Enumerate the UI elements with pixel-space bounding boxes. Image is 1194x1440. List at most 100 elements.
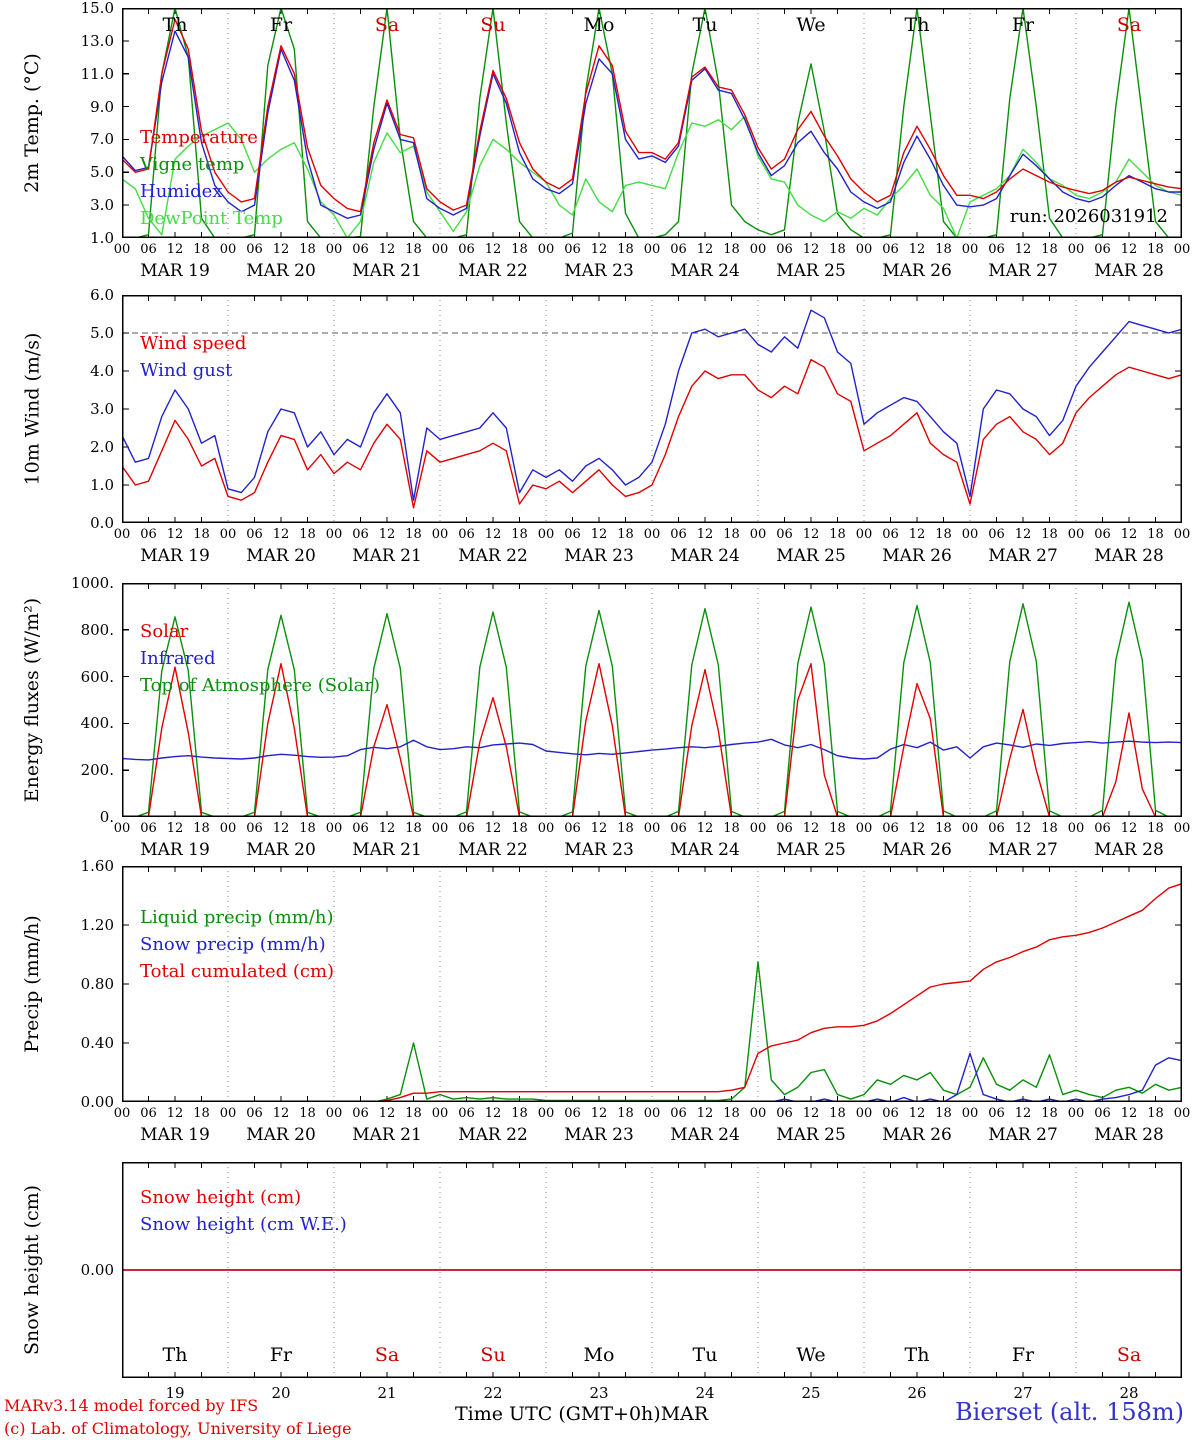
x-hour-label: 12: [1014, 527, 1032, 542]
x-hour-label: 00: [961, 821, 979, 836]
x-hour-label: 18: [405, 242, 422, 257]
x-hour-label: 12: [378, 242, 396, 257]
y-tick-label: 11.0: [80, 64, 114, 83]
x-hour-label: 06: [670, 1106, 687, 1121]
x-hour-label: 06: [246, 242, 263, 257]
x-hour-label: 12: [1120, 242, 1138, 257]
x-hour-label: 00: [1067, 527, 1085, 542]
x-hour-label: 18: [511, 527, 528, 542]
x-hour-label: 00: [113, 242, 131, 257]
x-hour-label: 18: [829, 821, 846, 836]
x-hour-label: 12: [166, 1106, 184, 1121]
legend-entry: Snow height (cm W.E.): [140, 1214, 347, 1235]
month-label: MAR: [660, 1403, 709, 1425]
x-day-label: MAR 27: [988, 1125, 1058, 1145]
x-hour-label: 00: [325, 242, 343, 257]
energy-y-axis-title: Energy fluxes (W/m²): [12, 583, 52, 817]
x-hour-label: 12: [1120, 821, 1138, 836]
day-number: 28: [1119, 1384, 1139, 1402]
station-label: Bierset (alt. 158m): [955, 1398, 1184, 1426]
day-number: 22: [483, 1384, 503, 1402]
x-hour-label: 12: [590, 1106, 608, 1121]
x-hour-label: 00: [431, 821, 449, 836]
x-hour-label: 06: [670, 821, 687, 836]
x-hour-label: 06: [140, 242, 157, 257]
y-tick-label: 0.: [99, 808, 114, 826]
y-tick-label: 1.0: [90, 229, 114, 247]
x-hour-label: 00: [325, 821, 343, 836]
day-name-bottom: Fr: [269, 1344, 293, 1366]
y-tick-label: 1.60: [80, 857, 114, 875]
x-hour-label: 06: [458, 527, 475, 542]
x-hour-label: 12: [696, 527, 714, 542]
x-hour-label: 00: [325, 1106, 343, 1121]
x-hour-label: 00: [961, 1106, 979, 1121]
x-hour-label: 06: [246, 1106, 263, 1121]
x-day-label: MAR 20: [246, 1125, 316, 1145]
x-hour-label: 18: [1147, 527, 1164, 542]
x-hour-label: 18: [1041, 527, 1058, 542]
x-hour-label: 06: [776, 242, 793, 257]
x-hour-label: 12: [1014, 1106, 1032, 1121]
x-hour-label: 18: [193, 242, 210, 257]
x-day-label: MAR 26: [882, 546, 952, 566]
x-hour-label: 18: [617, 242, 634, 257]
x-hour-label: 06: [458, 1106, 475, 1121]
day-number: 19: [165, 1384, 185, 1402]
legend-entry: Total cumulated (cm): [140, 961, 335, 982]
x-day-label: MAR 21: [352, 261, 422, 281]
x-hour-label: 00: [537, 527, 555, 542]
x-day-label: MAR 23: [564, 840, 634, 860]
x-hour-label: 06: [352, 242, 369, 257]
x-hour-label: 18: [617, 527, 634, 542]
x-hour-label: 00: [537, 242, 555, 257]
x-hour-label: 12: [802, 821, 820, 836]
x-day-label: MAR 21: [352, 840, 422, 860]
x-hour-label: 00: [1067, 821, 1085, 836]
x-hour-label: 00: [643, 242, 661, 257]
day-name-bottom: Fr: [1011, 1344, 1035, 1366]
x-hour-label: 18: [723, 242, 740, 257]
series-snow-precip: [122, 1052, 1182, 1102]
x-hour-label: 06: [988, 1106, 1005, 1121]
legend-entry: Wind gust: [140, 360, 233, 381]
x-hour-label: 18: [1041, 242, 1058, 257]
x-hour-label: 06: [882, 1106, 899, 1121]
x-hour-label: 18: [1147, 1106, 1164, 1121]
x-hour-label: 00: [961, 242, 979, 257]
x-hour-label: 00: [855, 1106, 873, 1121]
x-hour-label: 12: [590, 527, 608, 542]
x-hour-label: 12: [908, 527, 926, 542]
x-hour-label: 06: [246, 527, 263, 542]
x-hour-label: 12: [908, 1106, 926, 1121]
day-name-top: We: [796, 14, 826, 36]
x-hour-label: 18: [299, 1106, 316, 1121]
x-hour-label: 06: [564, 242, 581, 257]
day-name-top: Mo: [583, 14, 615, 36]
y-tick-label: 0.0: [90, 514, 114, 532]
x-hour-label: 00: [113, 527, 131, 542]
x-hour-label: 12: [484, 1106, 502, 1121]
x-day-label: MAR 22: [458, 840, 528, 860]
day-name-bottom: Su: [480, 1344, 506, 1366]
y-tick-label: 800.: [80, 620, 114, 639]
x-hour-label: 06: [458, 821, 475, 836]
x-hour-label: 18: [829, 1106, 846, 1121]
x-hour-label: 00: [749, 527, 767, 542]
y-tick-label: 5.0: [90, 324, 114, 342]
x-hour-label: 06: [882, 821, 899, 836]
x-hour-label: 18: [1147, 821, 1164, 836]
x-day-label: MAR 25: [776, 840, 846, 860]
legend-entry: Temperature: [140, 127, 258, 148]
day-name-top: Th: [904, 14, 930, 36]
x-hour-label: 18: [935, 242, 952, 257]
x-hour-label: 06: [352, 1106, 369, 1121]
y-tick-label: 2.0: [90, 438, 114, 456]
x-hour-label: 06: [564, 527, 581, 542]
x-hour-label: 18: [1041, 821, 1058, 836]
x-day-label: MAR 24: [670, 1125, 740, 1145]
y-tick-label: 200.: [80, 761, 114, 780]
energy-legend: Solar Infrared Top of Atmosphere (Solar): [140, 618, 380, 699]
x-hour-label: 00: [1067, 1106, 1085, 1121]
